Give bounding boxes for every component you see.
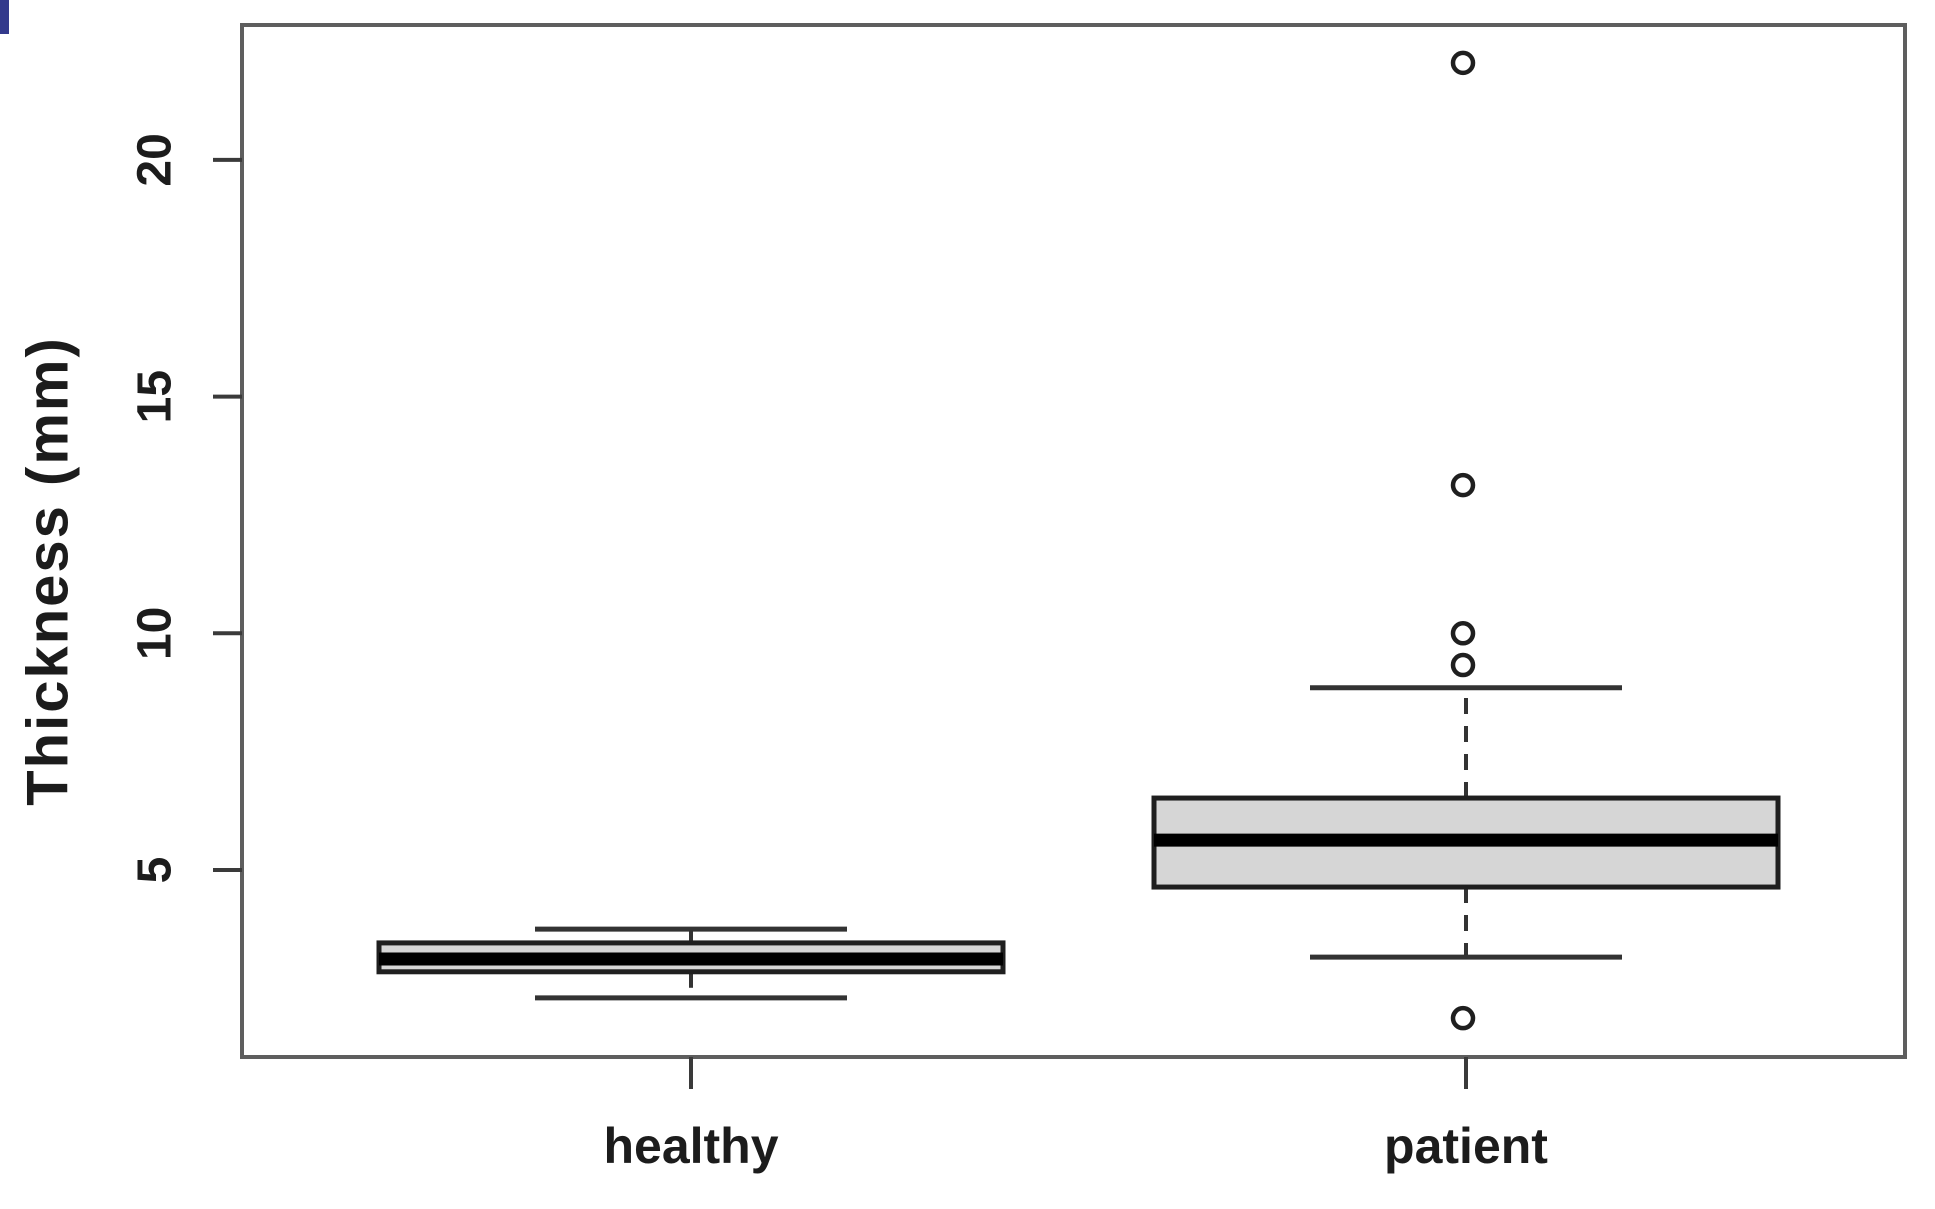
x-category-label-healthy: healthy — [603, 1118, 778, 1174]
outlier-point-patient — [1450, 621, 1476, 646]
x-category-label-patient: patient — [1384, 1118, 1548, 1174]
outlier-point-patient — [1450, 472, 1476, 498]
y-tick-label: 10 — [129, 607, 182, 660]
y-tick-label: 15 — [129, 370, 182, 423]
outlier-point-patient — [1450, 50, 1476, 76]
y-axis-title: Thickness (mm) — [15, 336, 80, 806]
y-tick-label: 20 — [129, 133, 182, 186]
outlier-point-patient — [1450, 652, 1476, 678]
plot-border — [240, 23, 1907, 1059]
outlier-point-patient — [1450, 1005, 1476, 1031]
scan-artifact — [0, 0, 9, 34]
y-tick-label: 5 — [129, 857, 182, 884]
